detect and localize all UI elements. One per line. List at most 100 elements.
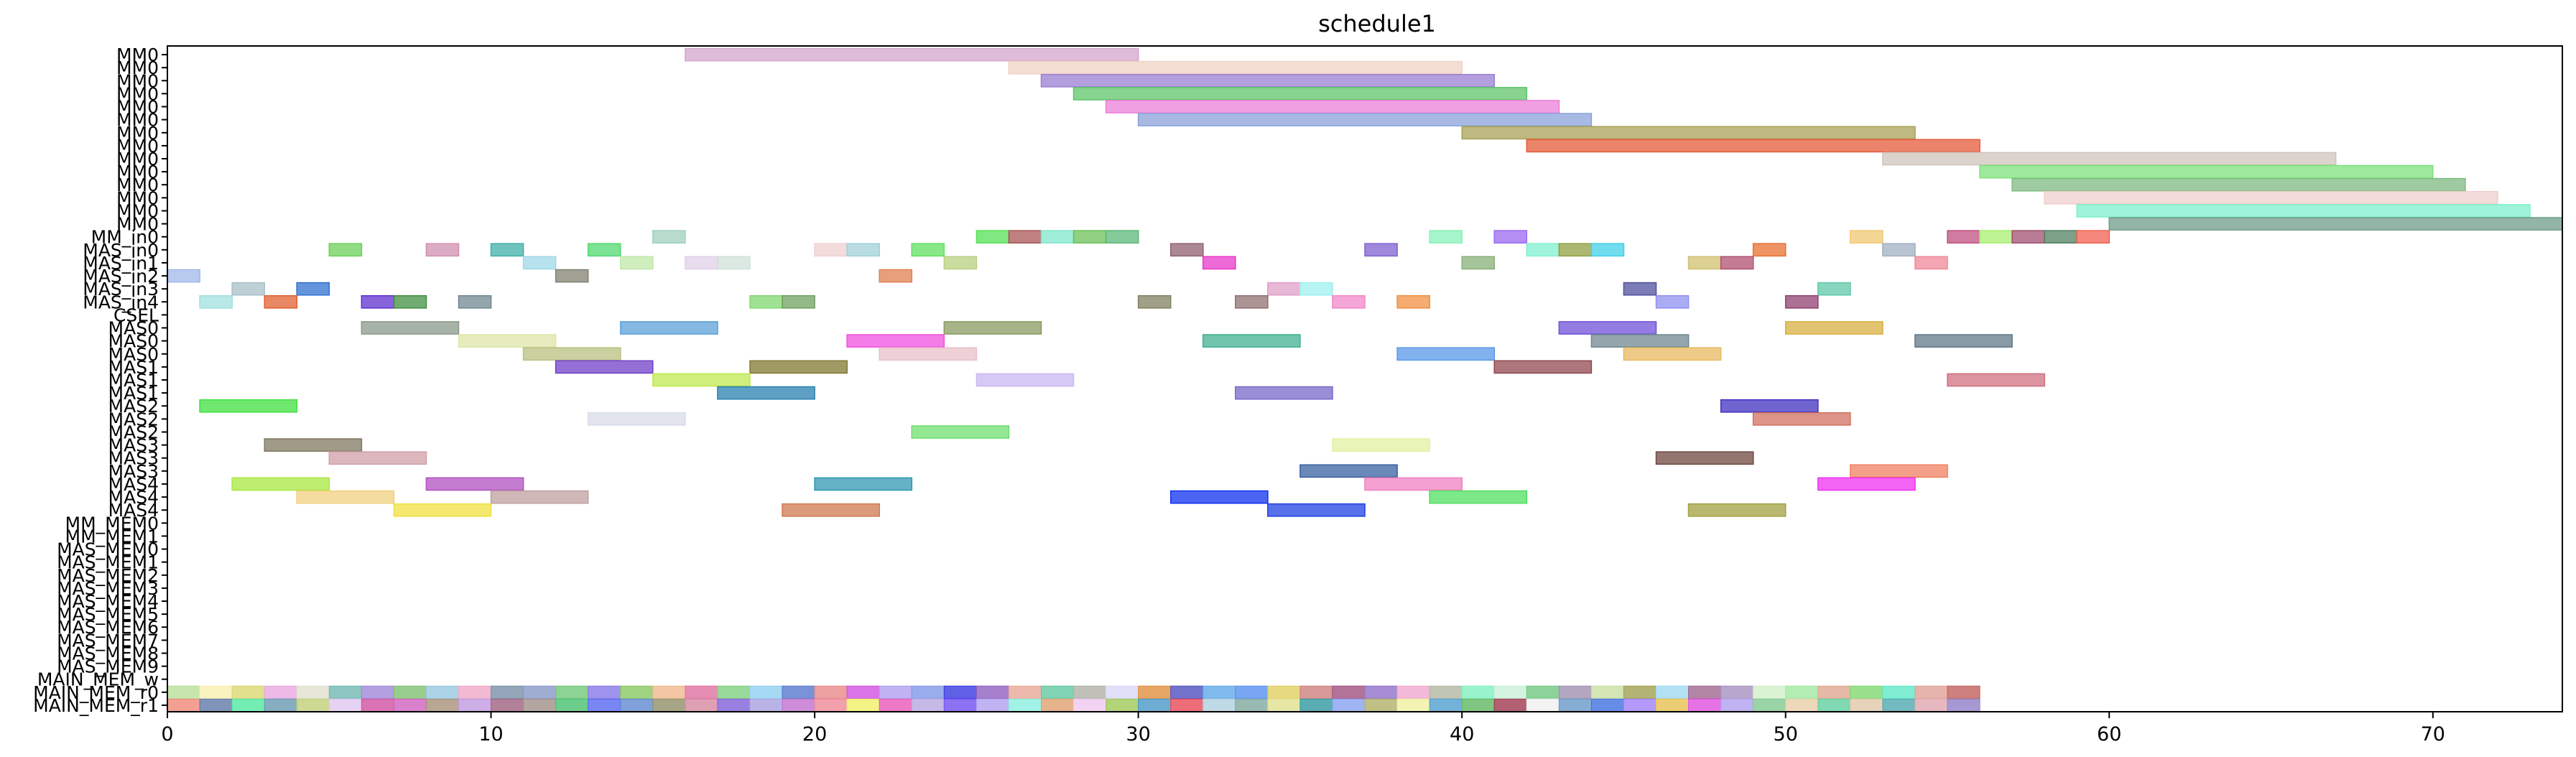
y-tick-label: MM_MEM1 (65, 526, 159, 547)
mem-slot-bar (1008, 685, 1042, 699)
task-bar (1623, 347, 1722, 361)
y-tick-label: MAS1 (108, 357, 159, 378)
task-bar (1072, 87, 1528, 101)
mem-slot-bar (652, 685, 686, 699)
task-bar (1299, 282, 1333, 296)
mem-slot-bar (393, 685, 427, 699)
mem-slot-bar (588, 698, 621, 712)
task-bar (1105, 100, 1560, 113)
task-bar (685, 47, 1139, 62)
y-tick-label: MAS2 (108, 409, 159, 429)
x-tick-label: 20 (802, 723, 827, 746)
mem-slot-bar (1720, 698, 1754, 712)
mem-slot-bar (911, 685, 945, 699)
task-bar (1590, 243, 1625, 257)
task-bar (943, 256, 978, 270)
task-bar (976, 373, 1075, 387)
mem-slot-bar (425, 685, 460, 699)
task-bar (749, 360, 848, 374)
task-bar (1493, 230, 1528, 244)
mem-slot-bar (1073, 685, 1107, 699)
mem-slot-bar (685, 698, 718, 712)
task-bar (1558, 321, 1657, 335)
y-tick-label: MAS0 (108, 344, 159, 365)
task-bar (296, 490, 395, 504)
task-bar (1364, 243, 1398, 257)
mem-slot-bar (620, 685, 654, 699)
task-bar (2044, 190, 2498, 205)
mem-slot-bar (491, 698, 524, 712)
task-bar (231, 477, 330, 491)
mem-slot-bar (1947, 685, 1980, 699)
task-bar (620, 256, 654, 270)
mem-slot-bar (1429, 698, 1463, 712)
y-tick-label: MAS_MEM5 (57, 604, 159, 625)
y-tick-label: MM0 (116, 83, 159, 104)
mem-slot-bar (296, 685, 330, 699)
mem-slot-bar (361, 698, 394, 712)
bars-layer (167, 47, 2563, 712)
mem-slot-bar (167, 698, 200, 712)
task-bar (2076, 204, 2531, 218)
mem-slot-bar (1493, 698, 1527, 712)
mem-slot-bar (1817, 698, 1851, 712)
y-tick-label: MAIN_MEM_w (37, 669, 159, 690)
mem-slot-bar (1170, 698, 1204, 712)
y-tick-label: MM0 (116, 110, 159, 131)
task-bar (1396, 294, 1430, 309)
task-bar (264, 294, 298, 309)
task-bar (846, 243, 880, 257)
task-bar (231, 282, 265, 296)
plot-frame (167, 45, 2563, 712)
x-axis-labels: 0 10 20 30 40 50 60 70 (161, 712, 2445, 746)
mem-slot-bar (555, 698, 589, 712)
task-bar (782, 294, 815, 309)
mem-slot-bar (1203, 698, 1236, 712)
y-tick-label: MM0 (116, 214, 159, 235)
mem-slot-bar (846, 698, 880, 712)
task-bar (587, 412, 686, 426)
mem-slot-bar (1590, 685, 1624, 699)
task-bar (1169, 243, 1204, 257)
task-bar (1979, 230, 2013, 244)
task-bar (361, 321, 460, 335)
mem-slot-bar (425, 698, 460, 712)
y-tick-label: MM0 (116, 97, 159, 118)
y-tick-label: MM0 (116, 187, 159, 208)
y-tick-label: MAS_MEM6 (57, 617, 159, 638)
y-tick-label: MAS_MEM9 (57, 656, 159, 677)
task-bar (879, 347, 978, 361)
task-bar (846, 334, 945, 348)
y-tick-label: MAS2 (108, 396, 159, 417)
mem-slot-bar (1558, 685, 1592, 699)
task-bar (1817, 477, 1916, 491)
task-bar (425, 243, 460, 257)
mem-slot-bar (1590, 698, 1624, 712)
task-bar (199, 294, 233, 309)
mem-slot-bar (1364, 685, 1398, 699)
task-bar (393, 503, 492, 517)
mem-slot-bar (652, 698, 686, 712)
mem-slot-bar (1720, 685, 1754, 699)
mem-slot-bar (1914, 685, 1948, 699)
mem-slot-bar (588, 685, 621, 699)
task-bar (1784, 294, 1819, 309)
task-bar (1137, 113, 1593, 126)
y-tick-label: MAS2 (108, 422, 159, 443)
task-bar (1235, 386, 1333, 400)
mem-slot-bar (231, 698, 265, 712)
mem-slot-bar (1138, 685, 1172, 699)
task-bar (1267, 282, 1301, 296)
x-tick-label: 40 (1450, 723, 1474, 746)
task-bar (1461, 126, 1916, 140)
mem-slot-bar (749, 685, 783, 699)
task-bar (1850, 464, 1948, 478)
mem-slot-bar (814, 698, 848, 712)
x-tick-label: 0 (161, 723, 173, 746)
task-bar (555, 360, 654, 374)
y-tick-label: MAS_in2 (83, 266, 159, 287)
task-bar (1008, 230, 1042, 244)
y-tick-label: MAS1 (108, 370, 159, 391)
y-tick-label: MM_in0 (91, 227, 159, 248)
x-tick-label: 60 (2097, 723, 2121, 746)
